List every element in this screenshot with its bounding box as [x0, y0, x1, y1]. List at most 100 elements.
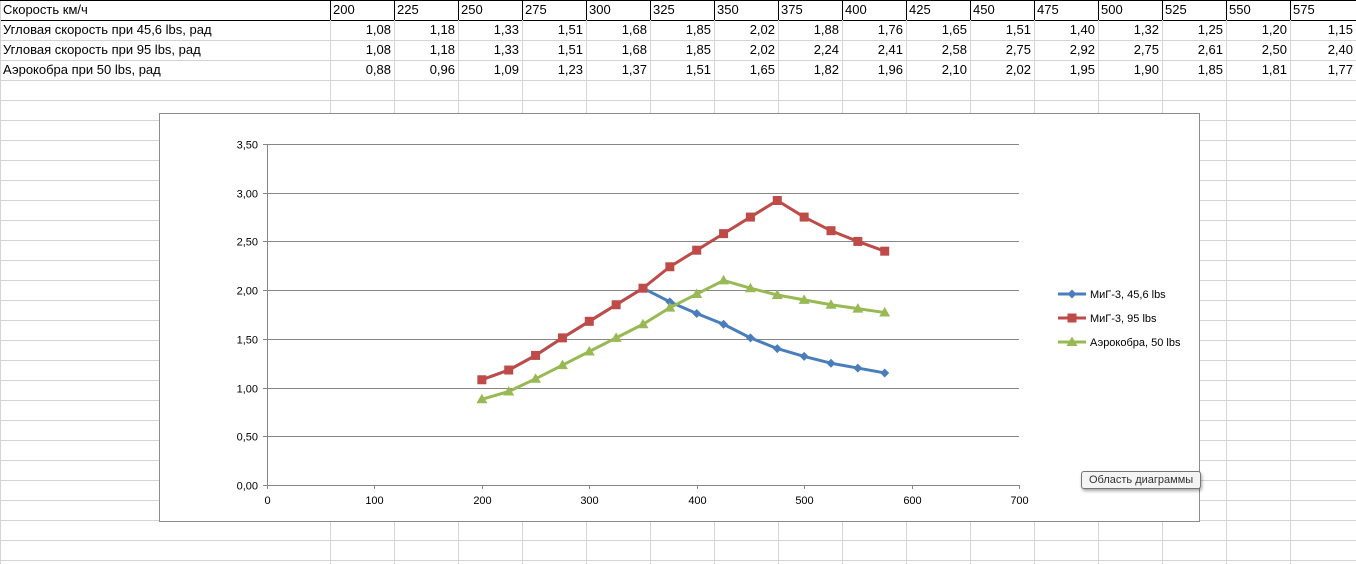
value-cell[interactable]: 1,85 — [685, 42, 711, 57]
data-point[interactable] — [503, 385, 515, 396]
data-point[interactable] — [557, 333, 567, 343]
data-point[interactable] — [637, 318, 649, 329]
data-point[interactable] — [799, 351, 809, 361]
header-speed-cell[interactable]: 275 — [525, 2, 547, 17]
data-point[interactable] — [772, 196, 782, 206]
data-point[interactable] — [825, 299, 837, 309]
data-point[interactable] — [771, 289, 783, 300]
value-cell[interactable]: 1,18 — [429, 42, 455, 57]
data-point[interactable] — [610, 332, 622, 342]
header-speed-cell[interactable]: 200 — [333, 2, 355, 17]
data-point[interactable] — [718, 274, 730, 285]
data-point[interactable] — [719, 319, 729, 329]
data-point[interactable] — [665, 297, 675, 307]
legend-item[interactable]: МиГ-3, 45,6 lbs — [1058, 289, 1166, 301]
row-label-cell[interactable]: Угловая скорость при 45,6 lbs, рад — [3, 22, 212, 37]
data-point[interactable] — [880, 368, 890, 378]
value-cell[interactable]: 2,24 — [813, 42, 839, 57]
header-speed-cell[interactable]: 475 — [1037, 2, 1059, 17]
legend-marker[interactable] — [1067, 313, 1077, 323]
value-cell[interactable]: 1,20 — [1261, 22, 1287, 37]
header-speed-cell[interactable]: 425 — [909, 2, 931, 17]
data-point[interactable] — [476, 393, 488, 404]
value-cell[interactable]: 1,77 — [1327, 62, 1353, 77]
value-cell[interactable]: 1,33 — [493, 42, 519, 57]
header-speed-cell[interactable]: 450 — [973, 2, 995, 17]
series-line[interactable] — [481, 199, 886, 382]
header-speed-cell[interactable]: 300 — [589, 2, 611, 17]
data-point[interactable] — [826, 358, 836, 368]
header-speed-cell[interactable]: 225 — [397, 2, 419, 17]
data-point[interactable] — [745, 333, 755, 343]
header-speed-cell[interactable]: 375 — [781, 2, 803, 17]
value-cell[interactable]: 1,15 — [1327, 22, 1353, 37]
value-cell[interactable]: 2,41 — [877, 42, 903, 57]
data-point[interactable] — [556, 359, 568, 370]
data-point[interactable] — [719, 229, 729, 239]
value-cell[interactable]: 2,75 — [1133, 42, 1159, 57]
value-cell[interactable]: 2,50 — [1261, 42, 1287, 57]
value-cell[interactable]: 1,68 — [621, 42, 647, 57]
data-point[interactable] — [692, 309, 702, 319]
data-point[interactable] — [880, 246, 890, 256]
header-speed-cell[interactable]: 500 — [1101, 2, 1123, 17]
value-cell[interactable]: 2,92 — [1069, 42, 1095, 57]
header-speed-cell[interactable]: 250 — [461, 2, 483, 17]
value-cell[interactable]: 1,09 — [493, 62, 519, 77]
row-label-cell[interactable]: Аэрокобра при 50 lbs, рад — [3, 62, 161, 77]
data-point[interactable] — [745, 212, 755, 222]
series-line[interactable] — [481, 278, 885, 401]
legend-marker[interactable] — [1066, 336, 1078, 347]
data-point[interactable] — [530, 373, 542, 383]
data-point[interactable] — [531, 350, 541, 360]
value-cell[interactable]: 2,02 — [749, 22, 775, 37]
value-cell[interactable]: 2,61 — [1197, 42, 1223, 57]
value-cell[interactable]: 2,02 — [1005, 62, 1031, 77]
value-cell[interactable]: 1,96 — [877, 62, 903, 77]
data-point[interactable] — [798, 294, 810, 304]
data-point[interactable] — [638, 283, 648, 293]
value-cell[interactable]: 2,40 — [1327, 42, 1353, 57]
value-cell[interactable]: 1,25 — [1197, 22, 1223, 37]
value-cell[interactable]: 1,08 — [365, 22, 391, 37]
value-cell[interactable]: 1,65 — [749, 62, 775, 77]
data-point[interactable] — [879, 307, 891, 317]
value-cell[interactable]: 1,51 — [557, 42, 583, 57]
value-cell[interactable]: 1,23 — [557, 62, 583, 77]
data-point[interactable] — [692, 245, 702, 255]
header-speed-cell[interactable]: 550 — [1229, 2, 1251, 17]
header-speed-cell[interactable]: 350 — [717, 2, 739, 17]
value-cell[interactable]: 1,51 — [1005, 22, 1031, 37]
value-cell[interactable]: 1,85 — [685, 22, 711, 37]
data-point[interactable] — [853, 363, 863, 373]
data-point[interactable] — [853, 236, 863, 246]
value-cell[interactable]: 1,32 — [1133, 22, 1159, 37]
data-point[interactable] — [665, 262, 675, 272]
value-cell[interactable]: 1,40 — [1069, 22, 1095, 37]
value-cell[interactable]: 1,33 — [493, 22, 519, 37]
value-cell[interactable]: 1,37 — [621, 62, 647, 77]
data-point[interactable] — [611, 300, 621, 310]
value-cell[interactable]: 1,95 — [1069, 62, 1095, 77]
data-point[interactable] — [852, 303, 864, 313]
value-cell[interactable]: 1,51 — [685, 62, 711, 77]
data-point[interactable] — [799, 212, 809, 222]
header-speed-cell[interactable]: 400 — [845, 2, 867, 17]
legend-item[interactable]: МиГ-3, 95 lbs — [1058, 313, 1157, 325]
value-cell[interactable]: 2,75 — [1005, 42, 1031, 57]
row-label-cell[interactable]: Угловая скорость при 95 lbs, рад — [3, 42, 201, 57]
value-cell[interactable]: 1,85 — [1197, 62, 1223, 77]
value-cell[interactable]: 2,10 — [941, 62, 967, 77]
value-cell[interactable]: 2,58 — [941, 42, 967, 57]
data-point[interactable] — [583, 346, 595, 356]
header-speed-cell[interactable]: 525 — [1165, 2, 1187, 17]
value-cell[interactable]: 1,88 — [813, 22, 839, 37]
header-label-cell[interactable]: Скорость км/ч — [3, 2, 88, 17]
value-cell[interactable]: 1,08 — [365, 42, 391, 57]
data-point[interactable] — [691, 288, 703, 299]
legend-item[interactable]: Аэрокобра, 50 lbs — [1058, 336, 1181, 350]
data-point[interactable] — [744, 282, 756, 293]
value-cell[interactable]: 1,68 — [621, 22, 647, 37]
data-point[interactable] — [826, 226, 836, 236]
data-point[interactable] — [477, 375, 487, 385]
